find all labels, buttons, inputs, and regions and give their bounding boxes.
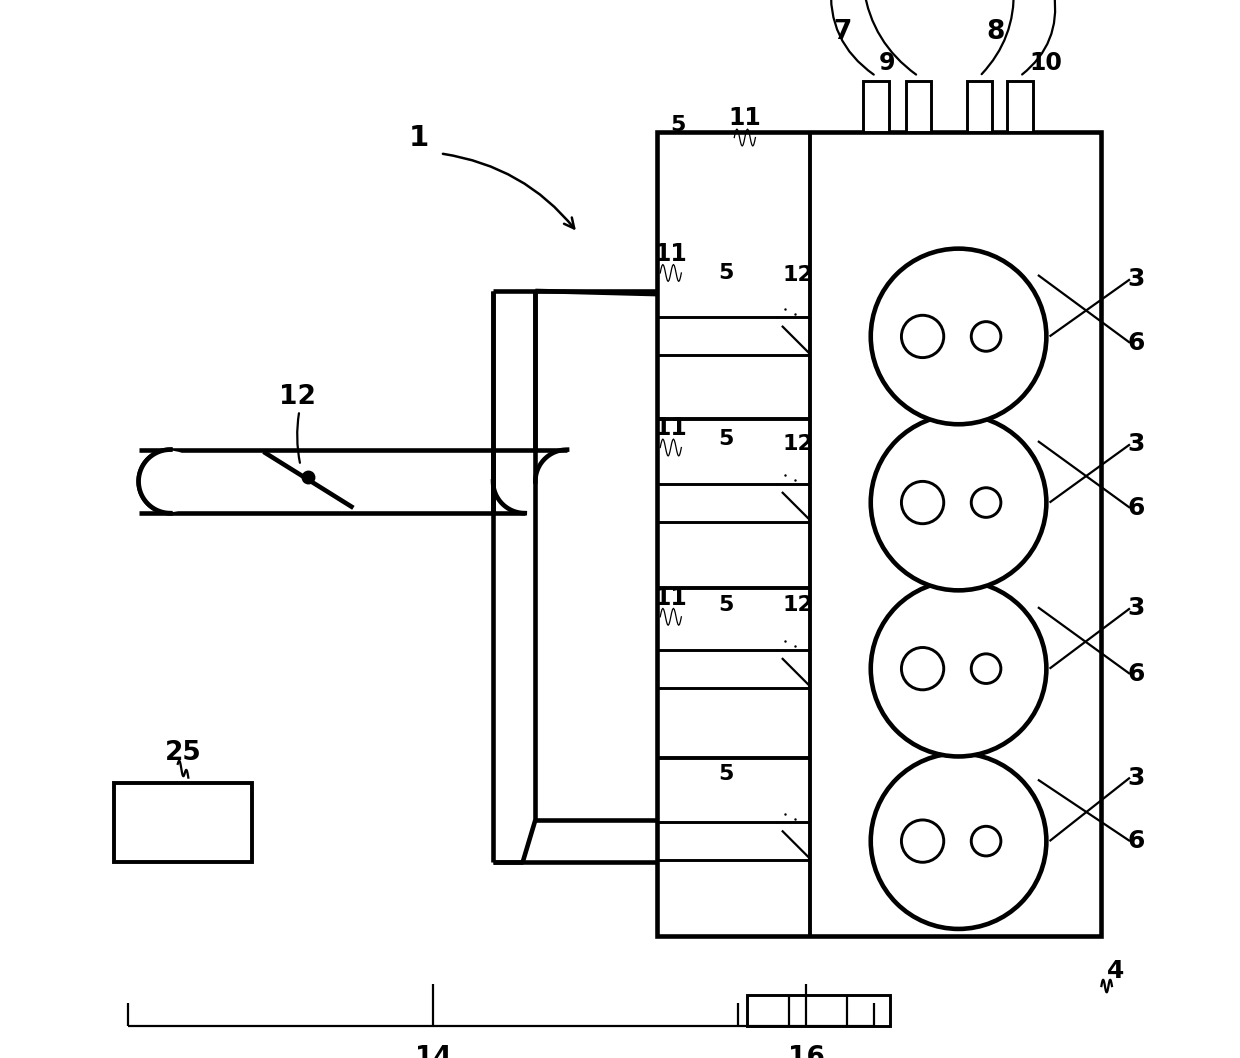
- Bar: [746, 995, 890, 1026]
- Text: 11: 11: [655, 417, 687, 440]
- Text: 10: 10: [1029, 52, 1061, 75]
- Bar: [905, 81, 931, 132]
- Circle shape: [971, 488, 1001, 517]
- Text: 4: 4: [1106, 960, 1123, 983]
- Circle shape: [870, 249, 1047, 424]
- Text: 6: 6: [1127, 829, 1145, 853]
- Circle shape: [901, 315, 944, 358]
- Circle shape: [901, 647, 944, 690]
- Text: 3: 3: [1127, 268, 1145, 291]
- Circle shape: [870, 753, 1047, 929]
- Text: 7: 7: [833, 19, 852, 44]
- Text: 5: 5: [671, 115, 686, 134]
- Text: 5: 5: [718, 263, 734, 282]
- Circle shape: [870, 415, 1047, 590]
- Text: 6: 6: [1127, 496, 1145, 519]
- Text: 12: 12: [782, 435, 813, 454]
- Text: 1: 1: [409, 124, 429, 151]
- Text: 3: 3: [1127, 766, 1145, 789]
- Text: 9: 9: [878, 52, 895, 75]
- Bar: [1007, 81, 1033, 132]
- Text: 16: 16: [787, 1045, 825, 1058]
- Text: 11: 11: [728, 107, 761, 130]
- Circle shape: [971, 654, 1001, 683]
- Text: 3: 3: [1127, 433, 1145, 456]
- Circle shape: [971, 322, 1001, 351]
- Bar: [657, 132, 1101, 936]
- Text: 12: 12: [782, 596, 813, 615]
- Text: 5: 5: [718, 596, 734, 615]
- Text: 5: 5: [718, 765, 734, 784]
- Text: 8: 8: [986, 19, 1004, 44]
- Text: 12: 12: [782, 266, 813, 285]
- Circle shape: [901, 481, 944, 524]
- Text: 12: 12: [279, 384, 316, 409]
- Bar: [114, 783, 252, 862]
- Circle shape: [901, 820, 944, 862]
- Text: 6: 6: [1127, 331, 1145, 354]
- Text: 11: 11: [655, 242, 687, 266]
- Circle shape: [971, 826, 1001, 856]
- Bar: [967, 81, 992, 132]
- Circle shape: [140, 451, 201, 512]
- Text: 5: 5: [718, 430, 734, 449]
- Text: 25: 25: [165, 741, 201, 766]
- Text: 11: 11: [655, 586, 687, 609]
- Text: 3: 3: [1127, 597, 1145, 620]
- Circle shape: [870, 581, 1047, 756]
- Bar: [863, 81, 889, 132]
- Text: 14: 14: [415, 1045, 451, 1058]
- Text: 6: 6: [1127, 662, 1145, 686]
